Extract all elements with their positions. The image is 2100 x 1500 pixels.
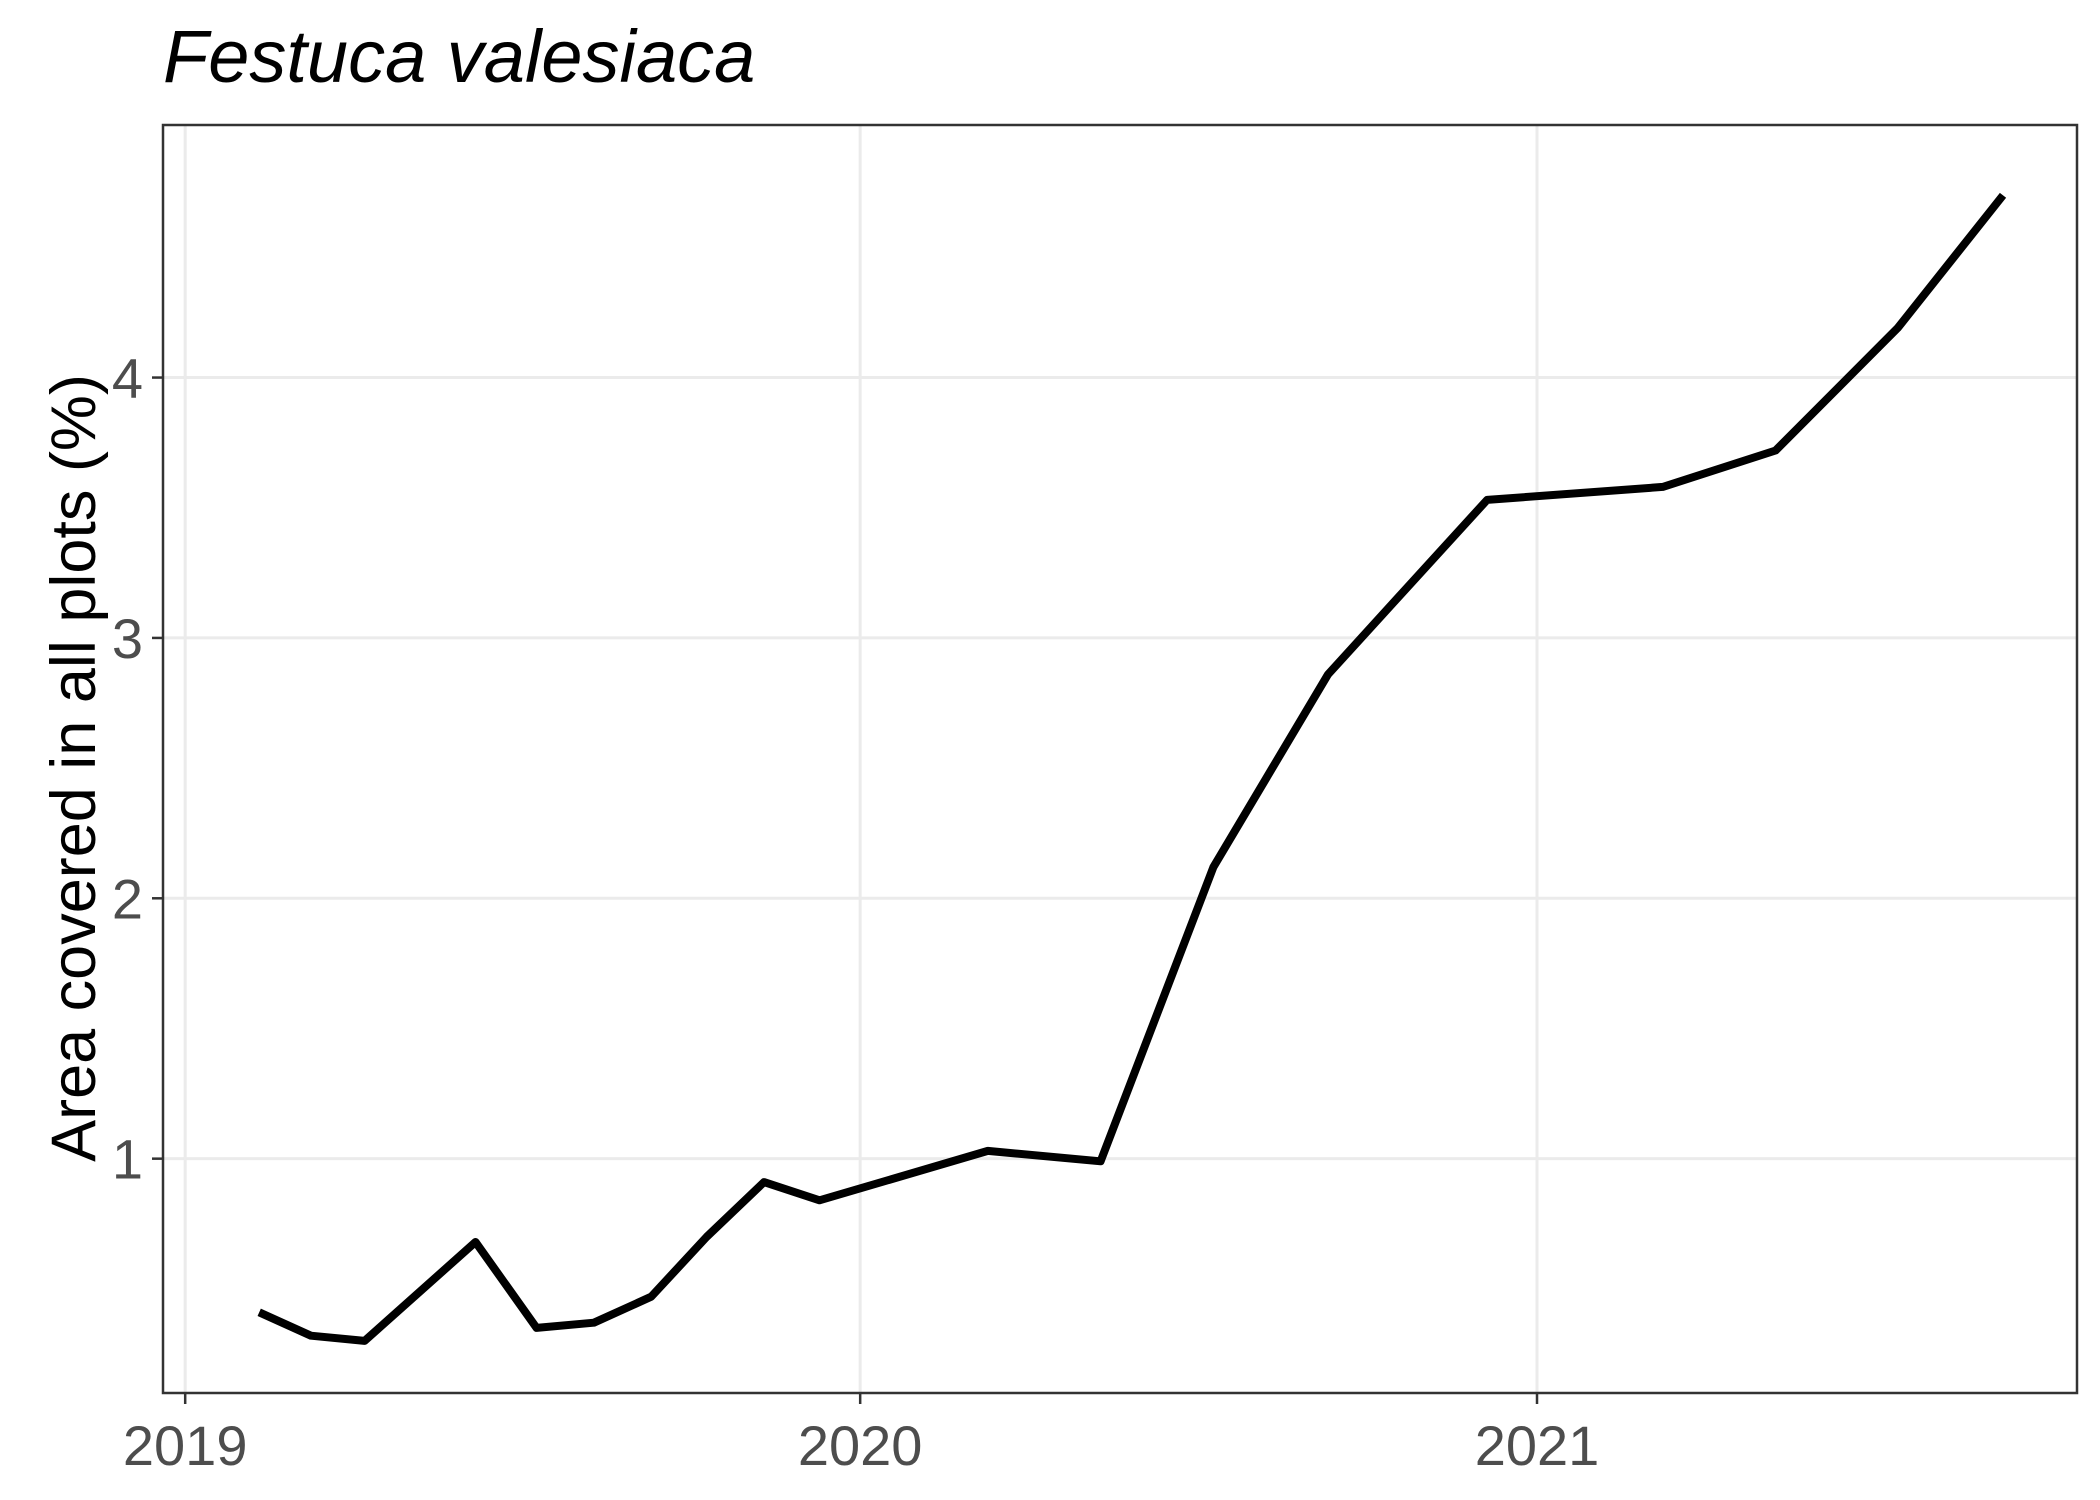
x-tick-label: 2021 (1475, 1414, 1600, 1477)
plot-panel-border (161, 123, 2079, 1395)
y-tick-label: 2 (112, 867, 143, 930)
chart-title: Festuca valesiaca (163, 15, 755, 98)
axes: 1 2 3 4 2019 2020 2021 (112, 347, 1599, 1477)
y-tick-label: 3 (112, 607, 143, 670)
x-tick-label: 2019 (123, 1414, 248, 1477)
y-axis-label: Area covered in all plots (%) (39, 374, 109, 1162)
y-tick-label: 1 (112, 1128, 143, 1191)
series-line (257, 192, 2007, 1345)
y-tick-label: 4 (112, 347, 143, 410)
x-tick-label: 2020 (798, 1414, 923, 1477)
data-series (257, 192, 2007, 1345)
gridlines (163, 125, 2077, 1393)
